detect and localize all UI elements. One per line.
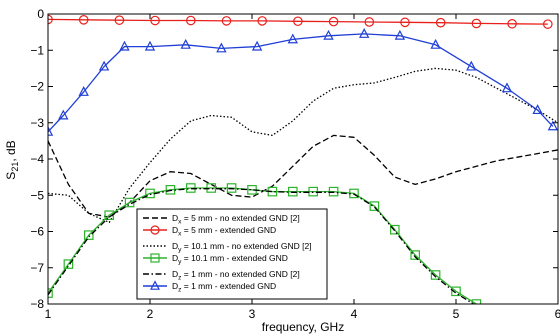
y-tick-label: −3 — [30, 116, 44, 130]
series-4-point — [369, 201, 380, 211]
series-6-point — [48, 125, 54, 136]
series-6-point — [119, 40, 130, 51]
legend-box — [136, 208, 328, 300]
series-6-point — [98, 60, 110, 71]
legend-entry-5: Dz = 1 mm - no extended GND [2] — [172, 269, 300, 282]
series-6-point — [359, 28, 370, 38]
series-2-point — [257, 16, 267, 26]
series-6-point — [501, 82, 513, 93]
series-5 — [48, 188, 475, 304]
axis-ticks: 1 2 3 4 5 6 0 −1 −2 −3 −4 −5 −6 −7 −8 — [30, 7, 560, 321]
series-6-point — [430, 38, 441, 49]
series-3 — [48, 67, 558, 224]
series-4-point — [288, 186, 298, 197]
series-4-point — [63, 259, 74, 269]
series-4-point — [206, 183, 216, 193]
legend: Dx = 5 mm - no extended GND [2]Dx = 5 mm… — [136, 208, 328, 300]
legend-entry-2: Dx = 5 mm - extended GND — [172, 225, 276, 238]
series-2-point — [293, 16, 303, 27]
legend-marker-2 — [150, 225, 160, 235]
series-4-point — [308, 186, 318, 197]
series-2-point — [364, 17, 375, 27]
series-6-point — [58, 109, 69, 120]
x-tick-label: 5 — [453, 307, 460, 321]
x-tick-label: 4 — [351, 307, 358, 321]
series-6-point — [78, 86, 89, 96]
series-6-point — [180, 38, 191, 49]
series-6 — [48, 28, 558, 136]
y-axis-label: S21, dB — [4, 140, 20, 179]
series-2-point — [471, 18, 482, 29]
series-6-point — [547, 120, 558, 131]
series-2-point — [150, 15, 160, 26]
series-2-point — [400, 17, 410, 28]
series-line-5 — [48, 188, 475, 304]
legend-entry-1: Dx = 5 mm - no extended GND [2] — [172, 213, 300, 226]
series-6-point — [251, 40, 263, 51]
series-4-point — [493, 311, 501, 319]
series-6-point — [216, 42, 227, 53]
series-6-point — [466, 60, 477, 71]
x-tick-label: 2 — [147, 307, 154, 321]
series-6-point — [323, 29, 334, 40]
x-tick-label: 6 — [555, 307, 560, 321]
series-2-point — [328, 16, 339, 27]
series-6-point — [532, 104, 543, 115]
series-4-point — [328, 186, 339, 197]
y-tick-label: 0 — [37, 7, 44, 21]
legend-marker-4 — [150, 253, 160, 263]
series-line-2 — [48, 18, 548, 25]
legend-entry-4: Dy = 10.1 mm - extended GND — [172, 253, 288, 266]
series-4-point — [83, 230, 94, 240]
y-tick-label: −2 — [30, 80, 44, 94]
series-6-point — [287, 33, 298, 44]
series-2-point — [114, 15, 125, 25]
y-tick-label: −1 — [30, 43, 44, 57]
legend-marker-6 — [150, 280, 160, 290]
series-2-point — [507, 18, 517, 29]
series-4-point — [513, 322, 521, 330]
legend-entry-3: Dy = 10.1 mm - no extended GND [2] — [172, 241, 312, 254]
series-6-point — [144, 40, 156, 51]
x-tick-label: 1 — [45, 307, 52, 321]
y-tick-label: −7 — [30, 261, 44, 275]
x-axis-label: frequency, GHz — [262, 320, 344, 334]
y-tick-label: −5 — [30, 188, 44, 202]
series-1 — [48, 134, 558, 218]
series-2 — [48, 14, 553, 29]
series-4-point — [410, 250, 420, 260]
y-tick-label: −4 — [30, 152, 44, 166]
series-4-point — [390, 224, 400, 235]
series-2-point — [78, 14, 89, 25]
series-6-point — [394, 29, 406, 40]
legend-entry-6: Dz = 1 mm - extended GND — [172, 281, 276, 294]
series-2-point — [542, 19, 553, 29]
series-2-point — [435, 17, 446, 28]
y-tick-label: −8 — [30, 297, 44, 311]
series-line-3 — [48, 67, 558, 224]
series-layer — [48, 14, 558, 330]
series-2-point — [221, 16, 232, 26]
series-4-point — [48, 288, 53, 298]
series-4-point — [186, 183, 196, 193]
y-tick-label: −6 — [30, 225, 44, 239]
series-line-6 — [48, 33, 554, 133]
x-tick-label: 3 — [249, 307, 256, 321]
series-4-point — [104, 210, 114, 220]
series-4-point — [451, 286, 461, 297]
series-line-1 — [48, 134, 558, 218]
series-2-point — [48, 14, 53, 25]
series-4-point — [430, 270, 441, 280]
series-2-point — [186, 15, 196, 26]
series-4-point — [226, 183, 237, 193]
